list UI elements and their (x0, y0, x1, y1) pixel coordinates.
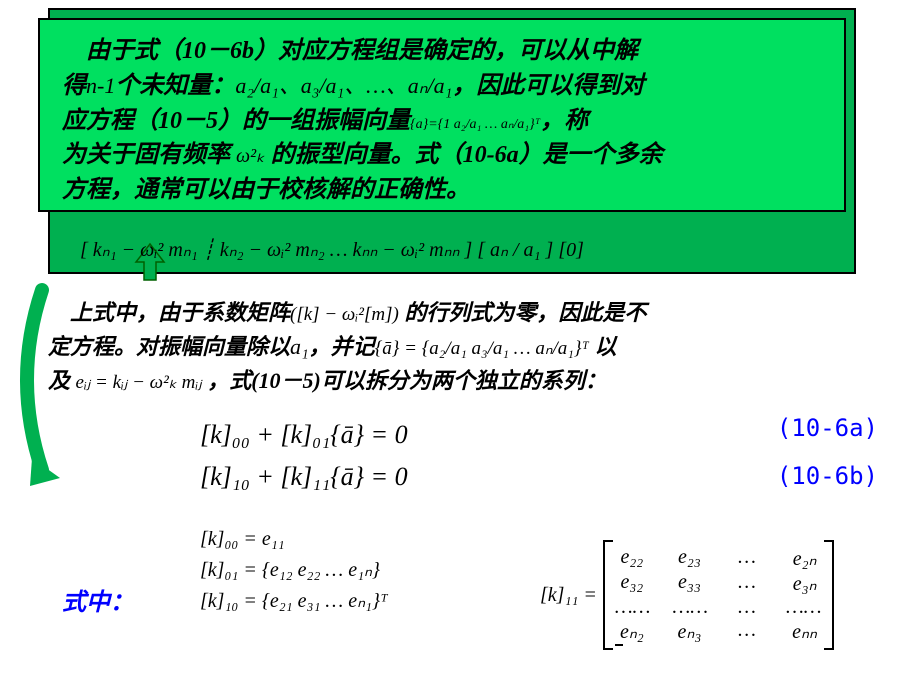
gb-l2c: ，因此可以得到对 (452, 73, 644, 99)
k11-c: …… (786, 596, 822, 619)
k11-c: e₃₃ (672, 571, 706, 596)
bt1: 上式中，由于系数矩阵 (70, 300, 290, 325)
k11-row-0: e₂₂ e₂₃ … e₂ₙ (615, 546, 822, 571)
bt6: 及 (48, 368, 70, 393)
bt2: 的行列式为零，因此是不 (404, 300, 646, 325)
k11-c: eₙ₃ (672, 619, 706, 644)
k11-c: eₙₙ (788, 619, 822, 644)
k11-c: e₂ₙ (788, 546, 822, 571)
k11-c: … (730, 619, 764, 644)
bt5: 以 (594, 334, 616, 359)
gb-l3b: ，称 (540, 108, 588, 134)
green-text: 由于式（10－6b）对应方程组是确定的，可以从中解 得n-1个未知量：a₂/a₁… (62, 34, 822, 208)
where-label: 式中： (62, 582, 134, 617)
k11-c: … (730, 596, 764, 619)
gb-l2a: 得 (62, 73, 86, 99)
gb-ratios: a₂/a₁、a₃/a₁、…、aₙ/a₁ (235, 73, 452, 98)
gb-omega: ω²ₖ (236, 145, 265, 167)
eq-10-6b: [k]₁₀ + [k]₁₁{ā} = 0 (200, 456, 408, 498)
body-paragraph: 上式中，由于系数矩阵([k] − ωᵢ²[m]) 的行列式为零，因此是不 定方程… (48, 296, 886, 398)
def-k10: [k]₁₀ = {e₂₁ e₃₁ … eₙ₁}ᵀ (200, 586, 388, 617)
k11-row-3: eₙ₂ eₙ₃ … eₙₙ (615, 619, 822, 644)
eq-label-b: (10-6b) (777, 462, 878, 490)
definitions-block: [k]₀₀ = e₁₁ [k]₀₁ = {e₁₂ e₂₂ … e₁ₙ} [k]₁… (200, 524, 388, 617)
k11-c: … (730, 571, 764, 596)
def-k01: [k]₀₁ = {e₁₂ e₂₂ … e₁ₙ} (200, 555, 388, 586)
k11-row-1: e₃₂ e₃₃ … e₃ₙ (615, 571, 822, 596)
matrix-row-text: [ kₙ₁ − ωᵢ² mₙ₁ ┊ kₙ₂ − ωᵢ² mₙ₂ … kₙₙ − … (80, 239, 584, 261)
matrix-bottom-row: [ kₙ₁ − ωᵢ² mₙ₁ ┊ kₙ₂ − ωᵢ² mₙ₂ … kₙₙ − … (80, 237, 840, 262)
k11-matrix-block: [k]₁₁ = e₂₂ e₂₃ … e₂ₙ e₃₂ e₃₃ … e₃ₙ …… …… (540, 540, 834, 650)
gb-l5: 方程，通常可以由于校核解的正确性。 (62, 177, 470, 203)
k11-row-2: …… …… … …… (615, 596, 822, 619)
bt3: 定方程。对振幅向量除以 (48, 334, 290, 359)
def-k00: [k]₀₀ = e₁₁ (200, 524, 388, 555)
bt4: ，并记 (309, 334, 375, 359)
k11-matrix: e₂₂ e₂₃ … e₂ₙ e₃₂ e₃₃ … e₃ₙ …… …… … …… e… (603, 540, 834, 650)
gb-l4b: 的振型向量。式（10-6a）是一个多余 (271, 142, 663, 168)
eq-10-6a: [k]₀₀ + [k]₀₁{ā} = 0 (200, 414, 408, 456)
k11-c: e₃ₙ (788, 571, 822, 596)
gb-l1: 由于式（10－6b）对应方程组是确定的，可以从中解 (86, 38, 638, 64)
bf2: {ā} = {a₂/a₁ a₃/a₁ … aₙ/a₁}ᵀ (375, 338, 589, 359)
gb-l4a: 为关于固有频率 (62, 142, 230, 168)
gb-nminus1: n-1 (86, 73, 115, 98)
equations-block: [k]₀₀ + [k]₀₁{ā} = 0 [k]₁₀ + [k]₁₁{ā} = … (200, 414, 408, 497)
k11-c: e₃₂ (615, 571, 649, 596)
k11-c: … (730, 546, 764, 571)
green-explanation-box: 由于式（10－6b）对应方程组是确定的，可以从中解 得n-1个未知量：a₂/a₁… (38, 18, 846, 212)
bf1: ([k] − ωᵢ²[m]) (290, 304, 399, 325)
k11-c: e₂₂ (615, 546, 649, 571)
k11-c: eₙ₂ (615, 619, 649, 644)
ba1: a₁ (290, 334, 309, 359)
eq-label-a: (10-6a) (777, 414, 878, 442)
gb-l3a: 应方程（10－5）的一组振幅向量 (62, 108, 410, 134)
k11-c: e₂₃ (672, 546, 706, 571)
gb-l2b: 个未知量： (115, 73, 235, 99)
k11-c: …… (672, 596, 708, 619)
gb-veca: {a}={1 a₂/a₁ … aₙ/a₁}ᵀ (410, 117, 540, 132)
bt7: ，式(10－5)可以拆分为两个独立的系列： (207, 368, 607, 393)
k11-c: …… (615, 596, 651, 619)
k11-lhs: [k]₁₁ = (540, 584, 597, 607)
bf3: eᵢⱼ = kᵢⱼ − ω²ₖ mᵢⱼ (76, 372, 202, 393)
